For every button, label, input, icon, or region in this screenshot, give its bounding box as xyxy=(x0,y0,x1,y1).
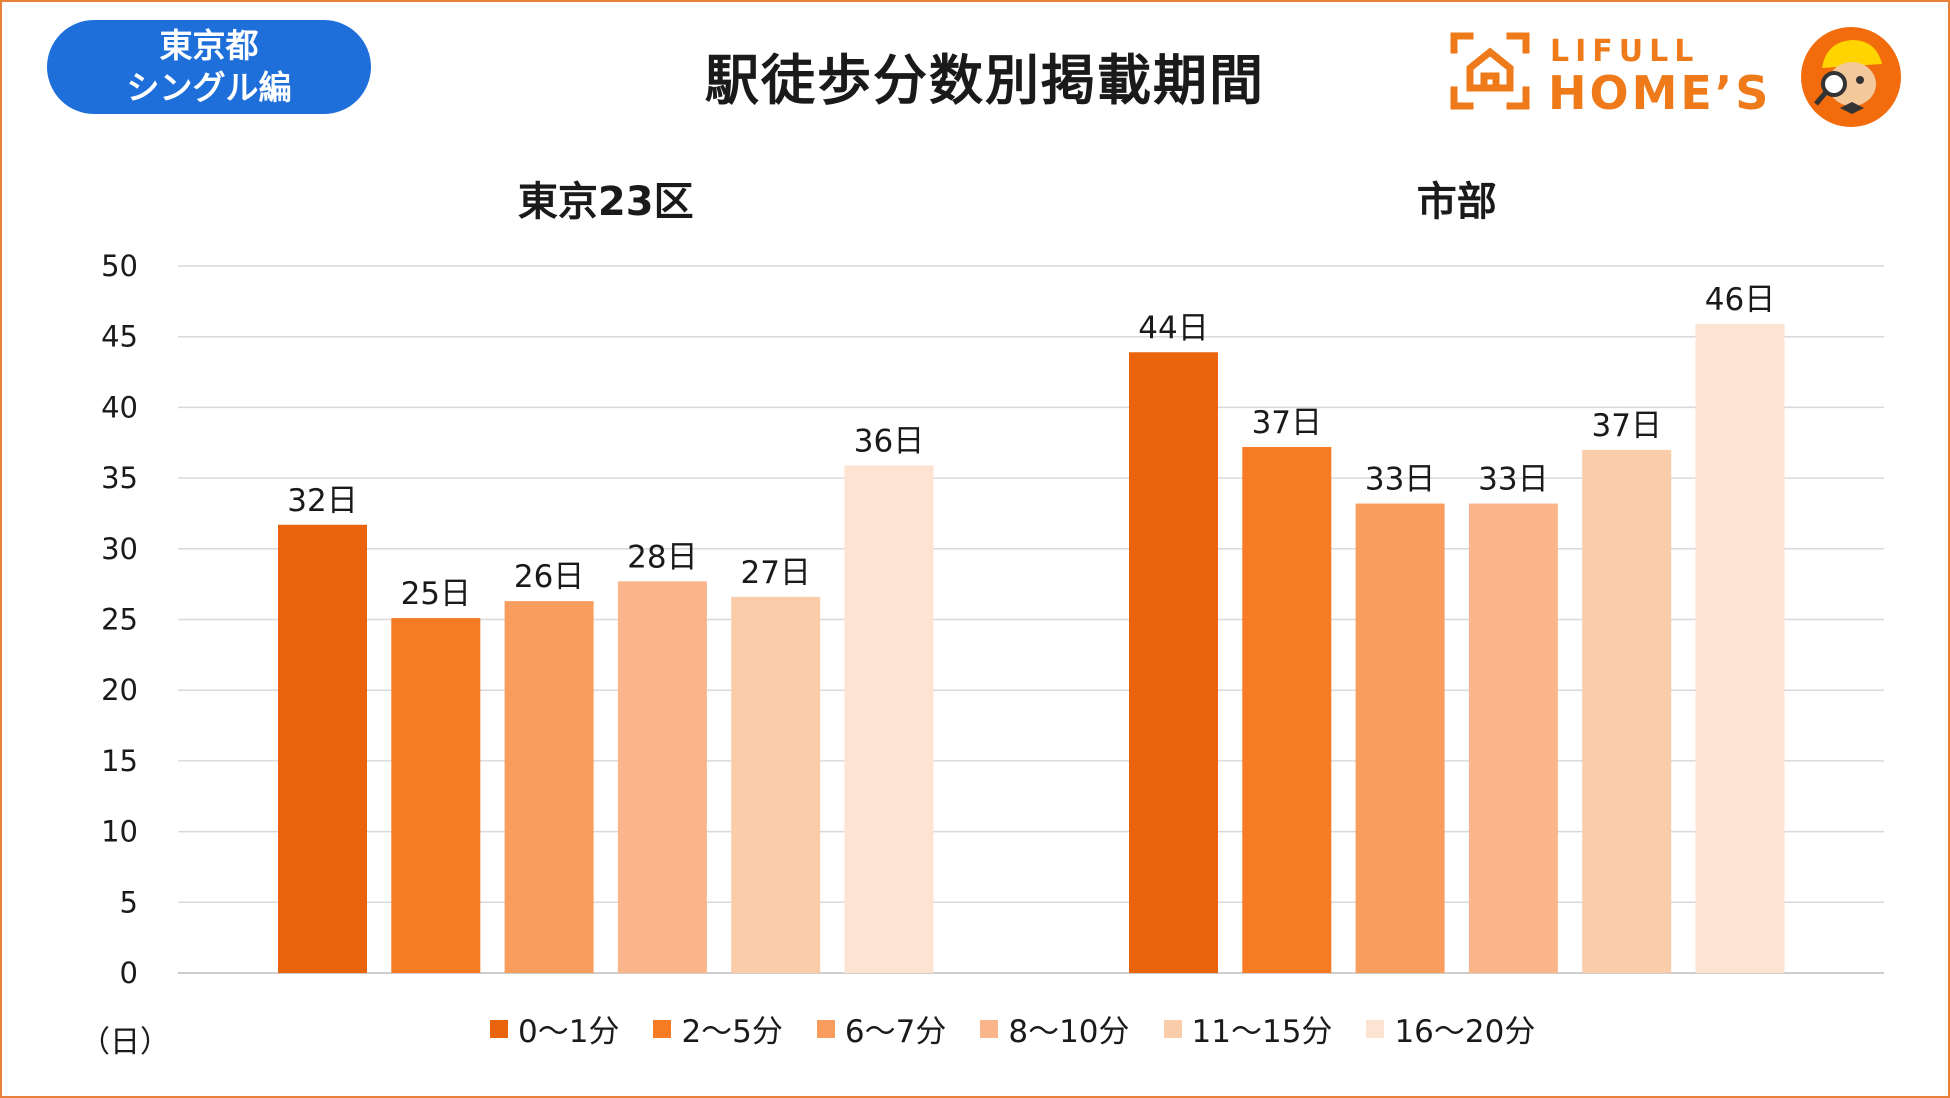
bar xyxy=(1468,503,1558,973)
legend-label: 6〜7分 xyxy=(844,1014,947,1050)
brand-top-text: LIFULL xyxy=(1550,34,1700,69)
bar xyxy=(617,581,707,973)
chart-legend: 0〜1分 2〜5分 6〜7分 8〜10分 11〜15分 16〜20分 xyxy=(490,1006,1535,1051)
region-badge: 東京都 シングル編 xyxy=(47,20,371,114)
bar xyxy=(1695,323,1785,973)
y-tick-label: 50 xyxy=(101,249,138,283)
data-label: 46日 xyxy=(1705,282,1775,318)
badge-line-2: シングル編 xyxy=(126,68,292,107)
lifull-homes-logo-icon xyxy=(1450,32,1530,110)
legend-item: 6〜7分 xyxy=(816,1006,947,1051)
legend-label: 2〜5分 xyxy=(681,1014,783,1050)
legend-swatch xyxy=(816,1019,835,1038)
bar xyxy=(278,524,367,973)
legend-label: 11〜15分 xyxy=(1191,1014,1333,1050)
data-label: 32日 xyxy=(287,483,357,519)
legend-swatch xyxy=(490,1019,508,1038)
data-label: 33日 xyxy=(1365,462,1435,498)
group-title: 市部 xyxy=(1417,179,1497,225)
legend-label: 8〜10分 xyxy=(1008,1014,1130,1050)
legend-item: 16〜20分 xyxy=(1366,1006,1535,1051)
brand-main-text: HOME’S xyxy=(1548,66,1772,120)
legend-item: 2〜5分 xyxy=(653,1006,783,1051)
data-label: 37日 xyxy=(1591,408,1661,444)
bar xyxy=(731,596,821,973)
legend-label: 16〜20分 xyxy=(1394,1014,1536,1050)
data-label: 28日 xyxy=(627,539,697,575)
y-tick-label: 40 xyxy=(101,390,138,424)
y-tick-label: 5 xyxy=(120,885,138,919)
legend-label: 0〜1分 xyxy=(518,1014,620,1050)
bar xyxy=(1355,503,1445,973)
data-label: 26日 xyxy=(514,559,584,595)
data-label: 25日 xyxy=(401,576,471,612)
y-tick-label: 0 xyxy=(120,956,138,990)
data-label: 33日 xyxy=(1478,462,1548,498)
y-tick-label: 15 xyxy=(101,744,138,778)
legend-item: 0〜1分 xyxy=(490,1006,619,1051)
mascot-icon xyxy=(1801,27,1901,127)
legend-item: 11〜15分 xyxy=(1163,1006,1333,1051)
bar xyxy=(1242,446,1332,973)
y-tick-label: 20 xyxy=(101,673,138,707)
badge-line-1: 東京都 xyxy=(159,26,259,65)
legend-swatch xyxy=(980,1019,999,1038)
y-tick-label: 25 xyxy=(101,603,138,637)
y-axis-unit-label: （日） xyxy=(80,1025,170,1060)
legend-swatch xyxy=(1163,1019,1182,1038)
data-label: 36日 xyxy=(854,423,924,459)
legend-item: 8〜10分 xyxy=(980,1006,1130,1051)
data-label: 27日 xyxy=(740,555,810,591)
data-label: 44日 xyxy=(1138,310,1208,346)
y-tick-label: 45 xyxy=(101,320,138,354)
legend-swatch xyxy=(1366,1019,1385,1038)
legend-swatch xyxy=(653,1019,672,1038)
y-tick-label: 10 xyxy=(101,815,138,849)
y-tick-label: 35 xyxy=(101,461,138,495)
bar xyxy=(844,465,934,973)
bar xyxy=(504,601,594,973)
bar xyxy=(391,618,481,973)
page-title: 駅徒歩分数別掲載期間 xyxy=(705,49,1265,112)
group-title: 東京23区 xyxy=(518,179,694,225)
data-label: 37日 xyxy=(1252,405,1322,441)
y-tick-label: 30 xyxy=(101,532,138,566)
bar xyxy=(1129,352,1218,973)
bar xyxy=(1582,449,1672,973)
